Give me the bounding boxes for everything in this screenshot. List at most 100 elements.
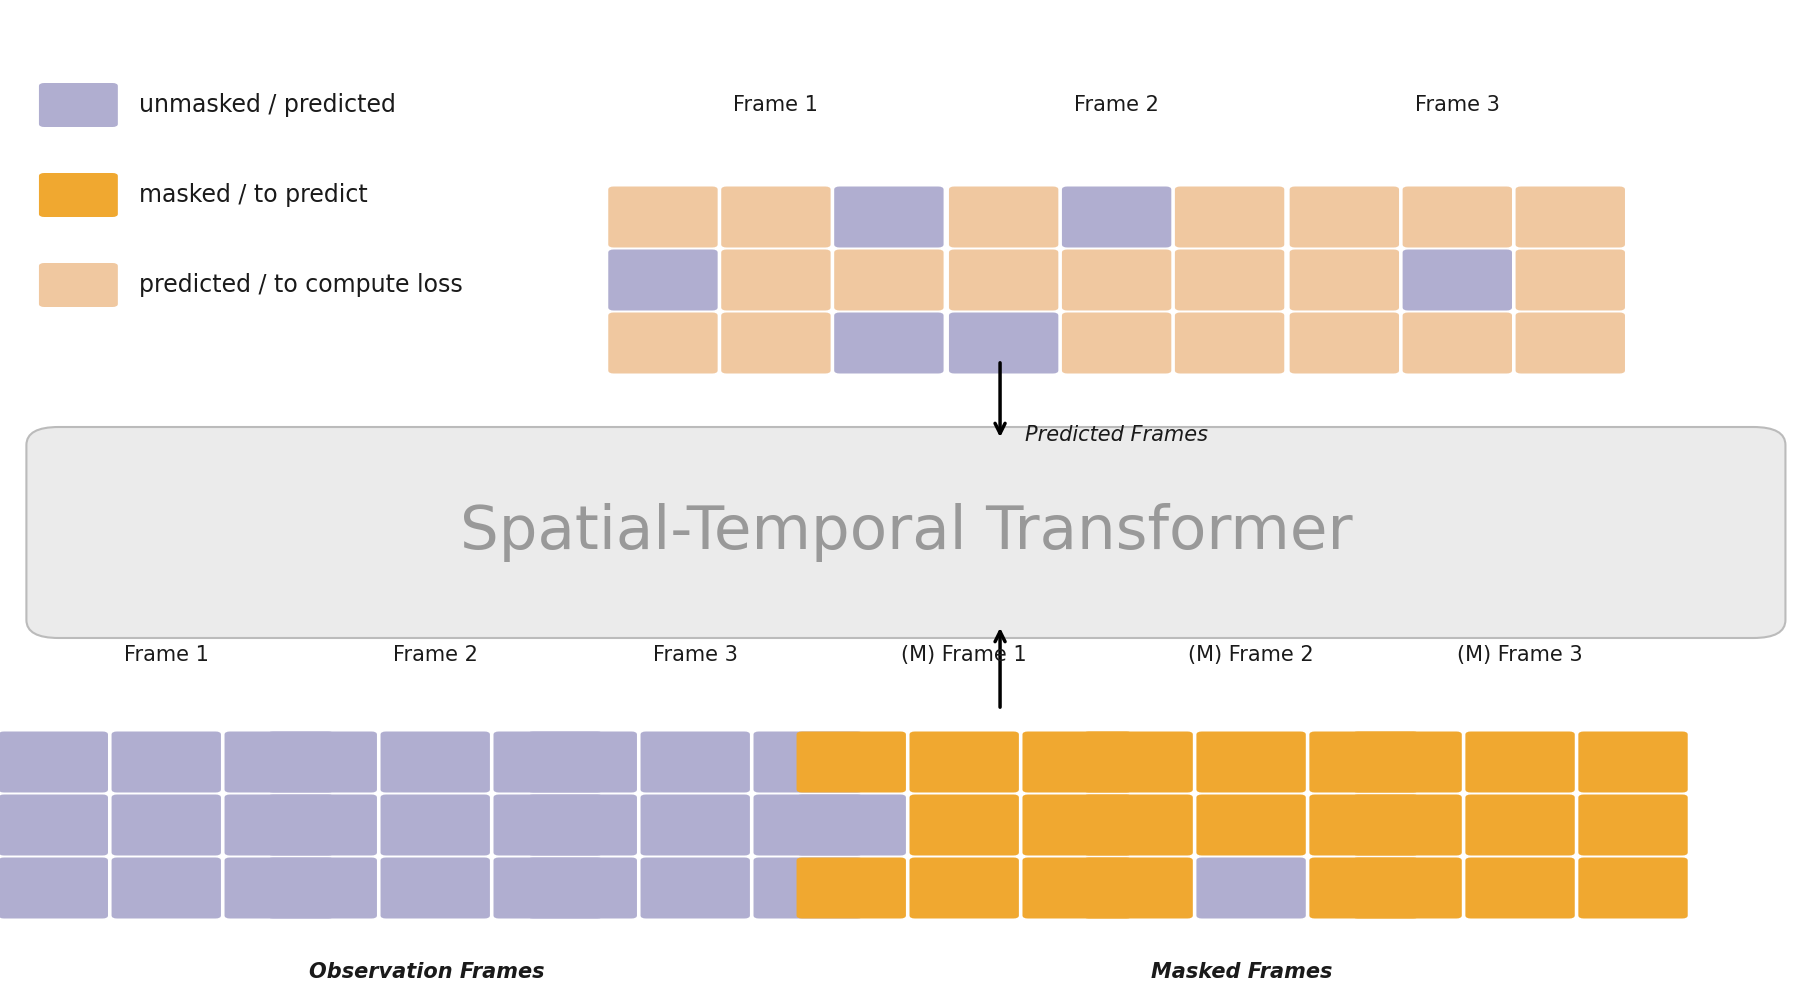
FancyBboxPatch shape <box>1402 312 1512 373</box>
FancyBboxPatch shape <box>1309 794 1419 856</box>
FancyBboxPatch shape <box>0 732 108 792</box>
FancyBboxPatch shape <box>111 794 221 856</box>
FancyBboxPatch shape <box>1402 187 1512 247</box>
FancyBboxPatch shape <box>40 263 119 307</box>
FancyBboxPatch shape <box>608 312 717 373</box>
Text: Observation Frames: Observation Frames <box>309 962 545 982</box>
FancyBboxPatch shape <box>1023 732 1133 792</box>
FancyBboxPatch shape <box>1465 732 1575 792</box>
FancyBboxPatch shape <box>1023 794 1133 856</box>
FancyBboxPatch shape <box>834 187 944 247</box>
FancyBboxPatch shape <box>910 857 1019 918</box>
Text: Spatial-Temporal Transformer: Spatial-Temporal Transformer <box>460 503 1352 562</box>
FancyBboxPatch shape <box>1352 732 1462 792</box>
Text: (M) Frame 2: (M) Frame 2 <box>1188 645 1314 665</box>
FancyBboxPatch shape <box>1084 732 1192 792</box>
FancyBboxPatch shape <box>1084 857 1192 918</box>
FancyBboxPatch shape <box>111 857 221 918</box>
FancyBboxPatch shape <box>753 857 863 918</box>
FancyBboxPatch shape <box>493 857 602 918</box>
FancyBboxPatch shape <box>753 732 863 792</box>
FancyBboxPatch shape <box>381 732 489 792</box>
FancyBboxPatch shape <box>1579 857 1688 918</box>
FancyBboxPatch shape <box>834 312 944 373</box>
FancyBboxPatch shape <box>1063 312 1170 373</box>
Text: Frame 3: Frame 3 <box>1415 95 1500 115</box>
Text: masked / to predict: masked / to predict <box>140 183 369 207</box>
Text: Frame 2: Frame 2 <box>1073 95 1160 115</box>
Text: (M) Frame 1: (M) Frame 1 <box>901 645 1027 665</box>
FancyBboxPatch shape <box>225 794 334 856</box>
FancyBboxPatch shape <box>111 732 221 792</box>
FancyBboxPatch shape <box>834 249 944 311</box>
FancyBboxPatch shape <box>910 794 1019 856</box>
FancyBboxPatch shape <box>1516 187 1625 247</box>
FancyBboxPatch shape <box>493 732 602 792</box>
FancyBboxPatch shape <box>1579 732 1688 792</box>
FancyBboxPatch shape <box>527 794 636 856</box>
FancyBboxPatch shape <box>1352 857 1462 918</box>
FancyBboxPatch shape <box>225 857 334 918</box>
FancyBboxPatch shape <box>1174 187 1284 247</box>
FancyBboxPatch shape <box>949 312 1059 373</box>
FancyBboxPatch shape <box>1196 857 1305 918</box>
FancyBboxPatch shape <box>797 857 906 918</box>
FancyBboxPatch shape <box>1309 857 1419 918</box>
FancyBboxPatch shape <box>949 187 1059 247</box>
Text: unmasked / predicted: unmasked / predicted <box>140 93 396 117</box>
Text: Masked Frames: Masked Frames <box>1151 962 1332 982</box>
FancyBboxPatch shape <box>1084 794 1192 856</box>
FancyBboxPatch shape <box>381 794 489 856</box>
FancyBboxPatch shape <box>910 732 1019 792</box>
FancyBboxPatch shape <box>1579 794 1688 856</box>
FancyBboxPatch shape <box>640 857 750 918</box>
FancyBboxPatch shape <box>640 794 750 856</box>
FancyBboxPatch shape <box>1289 249 1399 311</box>
FancyBboxPatch shape <box>527 732 636 792</box>
FancyBboxPatch shape <box>949 249 1059 311</box>
FancyBboxPatch shape <box>1196 732 1305 792</box>
FancyBboxPatch shape <box>493 794 602 856</box>
FancyBboxPatch shape <box>0 857 108 918</box>
FancyBboxPatch shape <box>40 83 119 127</box>
FancyBboxPatch shape <box>721 187 831 247</box>
FancyBboxPatch shape <box>1465 794 1575 856</box>
FancyBboxPatch shape <box>721 312 831 373</box>
Text: Frame 1: Frame 1 <box>124 645 209 665</box>
FancyBboxPatch shape <box>1196 794 1305 856</box>
FancyBboxPatch shape <box>797 732 906 792</box>
Text: Predicted Frames: Predicted Frames <box>1025 425 1208 445</box>
FancyBboxPatch shape <box>1063 187 1170 247</box>
Text: Frame 3: Frame 3 <box>653 645 737 665</box>
FancyBboxPatch shape <box>1516 312 1625 373</box>
FancyBboxPatch shape <box>1402 249 1512 311</box>
FancyBboxPatch shape <box>1289 312 1399 373</box>
FancyBboxPatch shape <box>268 732 378 792</box>
FancyBboxPatch shape <box>1352 794 1462 856</box>
FancyBboxPatch shape <box>1023 857 1133 918</box>
FancyBboxPatch shape <box>225 732 334 792</box>
Text: Frame 2: Frame 2 <box>392 645 478 665</box>
FancyBboxPatch shape <box>1516 249 1625 311</box>
FancyBboxPatch shape <box>40 173 119 217</box>
FancyBboxPatch shape <box>608 187 717 247</box>
FancyBboxPatch shape <box>1063 249 1170 311</box>
FancyBboxPatch shape <box>1289 187 1399 247</box>
FancyBboxPatch shape <box>608 249 717 311</box>
FancyBboxPatch shape <box>1309 732 1419 792</box>
Text: predicted / to compute loss: predicted / to compute loss <box>140 273 464 297</box>
FancyBboxPatch shape <box>753 794 863 856</box>
FancyBboxPatch shape <box>797 794 906 856</box>
FancyBboxPatch shape <box>1174 312 1284 373</box>
FancyBboxPatch shape <box>0 794 108 856</box>
FancyBboxPatch shape <box>527 857 636 918</box>
Text: Frame 1: Frame 1 <box>734 95 818 115</box>
FancyBboxPatch shape <box>268 794 378 856</box>
FancyBboxPatch shape <box>268 857 378 918</box>
FancyBboxPatch shape <box>1465 857 1575 918</box>
FancyBboxPatch shape <box>640 732 750 792</box>
FancyBboxPatch shape <box>381 857 489 918</box>
Text: (M) Frame 3: (M) Frame 3 <box>1456 645 1582 665</box>
FancyBboxPatch shape <box>721 249 831 311</box>
FancyBboxPatch shape <box>1174 249 1284 311</box>
